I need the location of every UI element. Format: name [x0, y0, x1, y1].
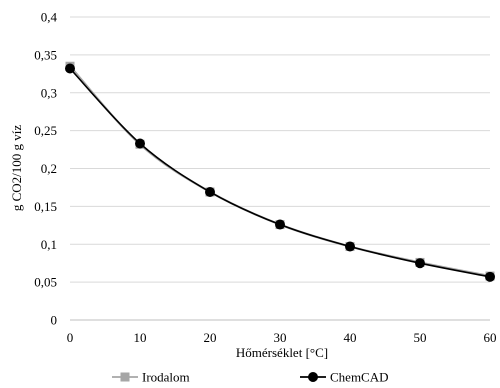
data-point-circle — [205, 186, 215, 197]
y-tick-label: 0,1 — [41, 237, 57, 252]
y-axis-title: g CO2/100 g víz — [9, 125, 24, 212]
data-point-circle — [135, 138, 145, 149]
data-point-circle — [275, 219, 285, 230]
x-tick-label: 60 — [484, 330, 497, 345]
grid-lines — [70, 16, 490, 283]
y-tick-label: 0,35 — [34, 47, 57, 62]
y-tick-label: 0,2 — [41, 161, 57, 176]
x-tick-label: 0 — [67, 330, 74, 345]
series-irodalom — [65, 61, 495, 281]
legend-item-irodalom: Irodalom — [112, 370, 190, 385]
x-tick-label: 10 — [134, 330, 147, 345]
x-tick-label: 50 — [414, 330, 427, 345]
y-tick-label: 0,15 — [34, 199, 57, 214]
legend-label: Irodalom — [142, 370, 190, 385]
y-tick-label: 0,4 — [41, 10, 58, 25]
series-chemcad — [65, 63, 495, 282]
legend-item-chemcad: ChemCAD — [300, 370, 389, 385]
y-tick-label: 0,25 — [34, 123, 57, 138]
legend-square-marker — [120, 372, 130, 382]
y-tick-label: 0,3 — [41, 85, 57, 100]
x-tick-labels: 0 10 20 30 40 50 60 — [67, 330, 497, 345]
legend: Irodalom ChemCAD — [112, 370, 389, 385]
data-point-circle — [65, 63, 75, 74]
legend-label: ChemCAD — [330, 370, 389, 385]
y-tick-labels: 0 0,05 0,1 0,15 0,2 0,25 0,3 0,35 0,4 — [34, 10, 57, 328]
x-tick-label: 20 — [204, 330, 217, 345]
series-line — [69, 67, 491, 278]
x-axis-title: Hőmérséklet [°C] — [236, 345, 328, 360]
legend-circle-marker — [308, 372, 318, 382]
y-tick-label: 0 — [51, 313, 58, 328]
x-tick-label: 30 — [274, 330, 287, 345]
x-tick-label: 40 — [344, 330, 357, 345]
data-point-circle — [415, 258, 425, 269]
series-layer — [65, 61, 495, 282]
data-point-circle — [485, 271, 495, 282]
y-tick-label: 0,05 — [34, 275, 57, 290]
data-point-circle — [345, 241, 355, 252]
